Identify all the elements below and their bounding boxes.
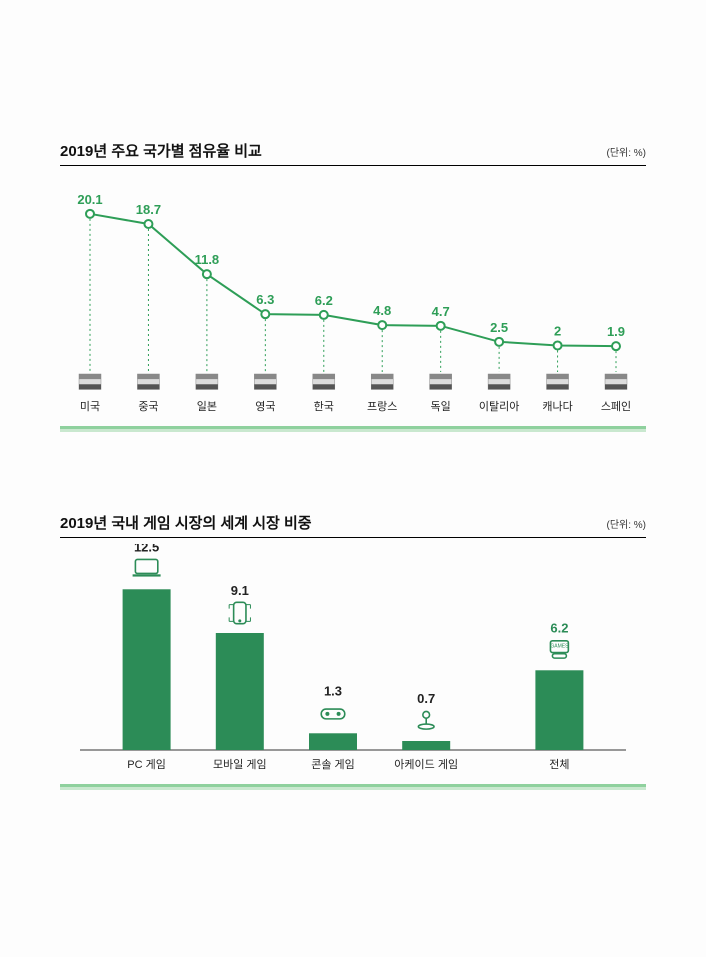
flag-icon (313, 374, 335, 389)
flag-icon (79, 374, 101, 389)
category-icon (133, 559, 161, 576)
chart-title: 2019년 주요 국가별 점유율 비교 (60, 140, 262, 161)
footer-bar (60, 426, 646, 432)
svg-text:6.2: 6.2 (550, 620, 568, 635)
section-header: 2019년 국내 게임 시장의 세계 시장 비중 (단위: %) (60, 512, 646, 538)
svg-text:6.3: 6.3 (256, 292, 274, 307)
svg-text:18.7: 18.7 (136, 202, 161, 217)
country-share-chart: 2019년 주요 국가별 점유율 비교 (단위: %) 20.1 18.7 11.8… (60, 140, 646, 432)
svg-text:스페인: 스페인 (601, 400, 631, 413)
svg-text:PC 게임: PC 게임 (127, 758, 166, 771)
flag-icon (605, 374, 627, 389)
market-share-chart: 2019년 국내 게임 시장의 세계 시장 비중 (단위: %) 12.5 PC … (60, 512, 646, 790)
footer-bar (60, 784, 646, 790)
svg-text:콘솔 게임: 콘솔 게임 (311, 758, 355, 771)
svg-text:9.1: 9.1 (231, 583, 249, 598)
svg-text:아케이드 게임: 아케이드 게임 (394, 758, 458, 771)
category-icon (321, 709, 345, 719)
svg-text:미국: 미국 (80, 400, 100, 413)
chart-unit: (단위: %) (606, 516, 646, 531)
svg-text:프랑스: 프랑스 (367, 400, 397, 413)
svg-text:영국: 영국 (255, 400, 275, 413)
svg-text:1.3: 1.3 (324, 683, 342, 698)
svg-text:GAMES: GAMES (550, 643, 569, 649)
flag-icon (137, 374, 159, 389)
svg-text:모바일 게임: 모바일 게임 (213, 757, 267, 771)
chart-title: 2019년 국내 게임 시장의 세계 시장 비중 (60, 512, 312, 533)
svg-text:1.9: 1.9 (607, 324, 625, 339)
flag-icon (547, 374, 569, 389)
chart-unit: (단위: %) (606, 144, 646, 159)
category-icon: GAMES (550, 641, 569, 658)
svg-text:전체: 전체 (549, 758, 569, 771)
svg-text:0.7: 0.7 (417, 691, 435, 706)
category-icon (229, 602, 250, 623)
svg-text:2.5: 2.5 (490, 320, 508, 335)
svg-text:캐나다: 캐나다 (542, 400, 572, 413)
svg-text:11.8: 11.8 (195, 252, 220, 267)
svg-text:4.7: 4.7 (432, 304, 450, 319)
flag-icon (196, 374, 218, 389)
svg-text:6.2: 6.2 (315, 293, 333, 308)
flag-icon (371, 374, 393, 389)
svg-text:2: 2 (554, 323, 561, 338)
svg-text:한국: 한국 (314, 400, 334, 413)
flag-icon (488, 374, 510, 389)
flag-icon (254, 374, 276, 389)
svg-text:중국: 중국 (138, 401, 158, 413)
svg-text:12.5: 12.5 (134, 544, 159, 554)
svg-text:이탈리아: 이탈리아 (479, 400, 519, 413)
svg-text:20.1: 20.1 (77, 192, 102, 207)
svg-text:독일: 독일 (431, 399, 451, 413)
flag-icon (430, 374, 452, 389)
bar-chart-area: 12.5 PC 게임 9.1 모바일 게임 1.3 콘솔 게임 0.7 아케이드 게임 GAME… (60, 544, 646, 778)
section-header: 2019년 주요 국가별 점유율 비교 (단위: %) (60, 140, 646, 166)
svg-text:일본: 일본 (197, 399, 217, 413)
svg-text:4.8: 4.8 (373, 303, 391, 318)
line-chart-area: 20.1 18.7 11.8 6.3 6.2 4.8 4.7 2.5 2 1.9 미국 중국 일본 영국 한… (60, 172, 646, 420)
category-icon (418, 711, 434, 729)
